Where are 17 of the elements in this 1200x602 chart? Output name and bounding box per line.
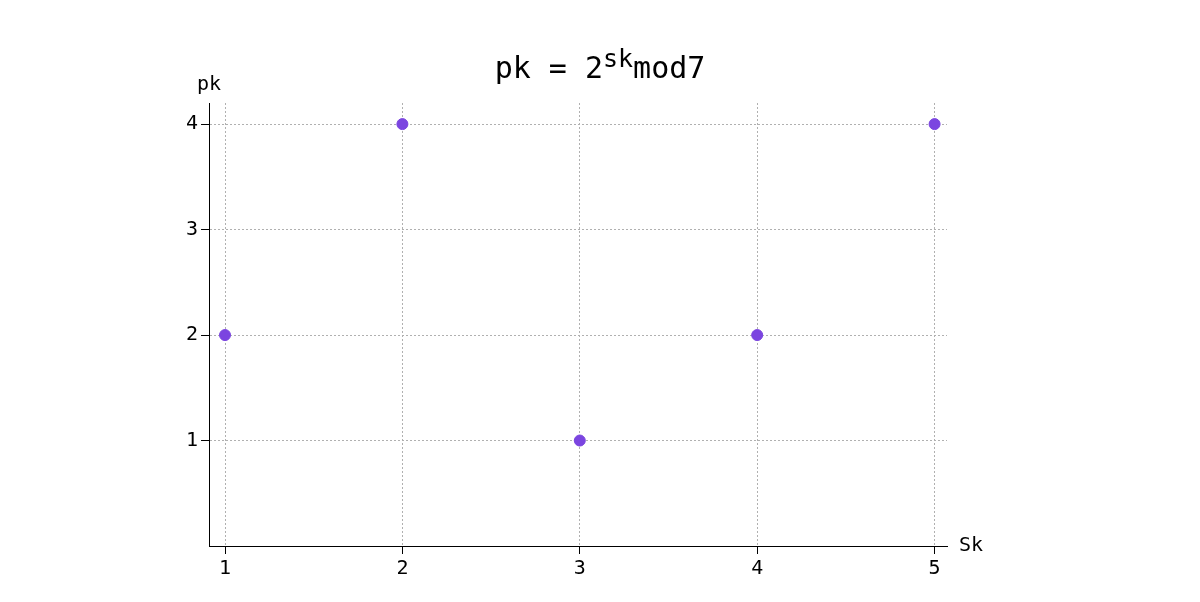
x-tick-label: 3: [573, 555, 586, 580]
x-tick-label: 4: [751, 555, 764, 580]
y-tick-label: 1: [185, 426, 199, 451]
y-tick-label: 2: [185, 321, 199, 346]
point: [928, 118, 941, 131]
x-tick-label: 2: [396, 555, 409, 580]
y-axis-title: pk: [196, 71, 222, 96]
point: [219, 329, 232, 342]
point: [573, 434, 586, 447]
point: [751, 329, 764, 342]
y-tick-label: 3: [185, 215, 199, 240]
x-tick-label: 5: [928, 555, 941, 580]
x-tick-label: 1: [218, 555, 232, 580]
point: [396, 118, 409, 131]
y-tick-label: 4: [185, 110, 199, 135]
chart-title: pk = 2$^{sk}$mod7: [494, 44, 706, 85]
x-axis-title: Sk: [959, 532, 984, 557]
